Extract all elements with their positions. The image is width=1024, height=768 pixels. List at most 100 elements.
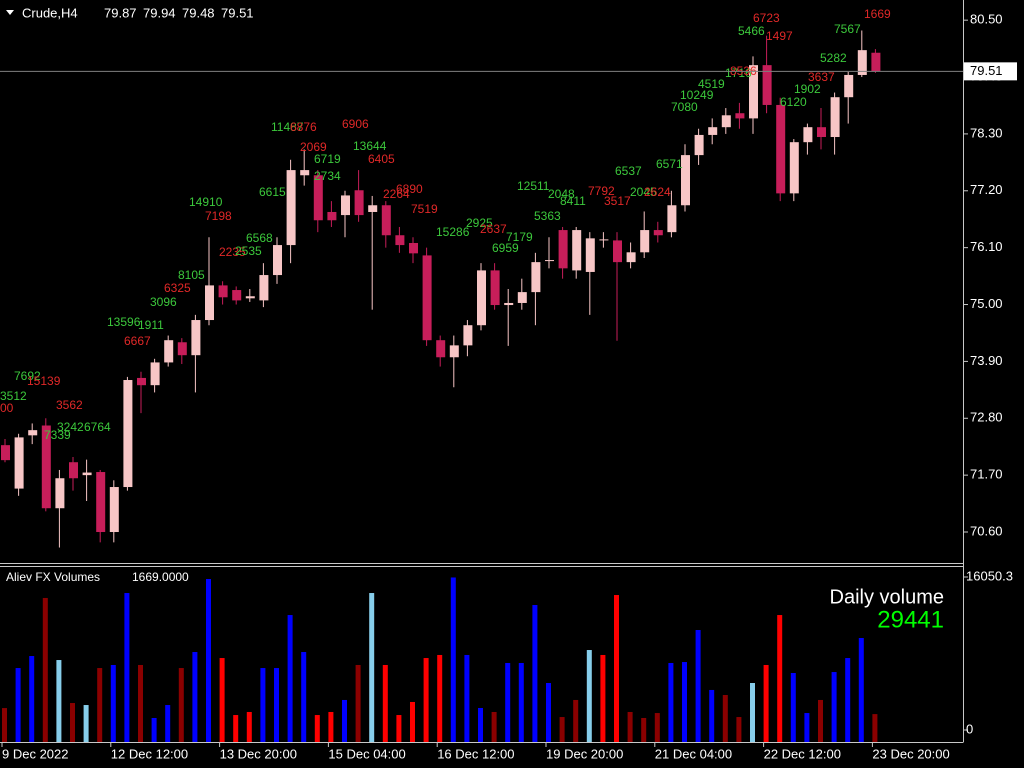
volume-annotation: 7179	[506, 230, 533, 244]
candle-body	[545, 260, 554, 262]
x-tick-label: 22 Dec 12:00	[764, 746, 841, 761]
volume-annotation: 5282	[820, 51, 847, 65]
x-tick-label: 23 Dec 20:00	[872, 746, 949, 761]
x-tick-label: 13 Dec 20:00	[220, 746, 297, 761]
candle-body	[640, 230, 650, 253]
volume-annotation: 6120	[780, 95, 807, 109]
volume-bar	[314, 715, 320, 742]
volume-annotation: 7519	[411, 202, 438, 216]
candle-body	[259, 275, 269, 301]
volume-annotation: 7792	[588, 184, 615, 198]
candle-body	[830, 97, 840, 138]
volume-bar	[396, 715, 402, 742]
volume-annotation: 1716	[725, 66, 752, 80]
volume-bar	[872, 714, 878, 742]
volume-annotation: 3096	[150, 295, 177, 309]
volume-bar	[600, 654, 606, 742]
volume-annotation: 6571	[656, 157, 683, 171]
candle-body	[857, 50, 867, 75]
volume-bar	[328, 711, 334, 742]
candle-body	[96, 472, 106, 533]
volume-bar	[464, 654, 470, 742]
candle-body	[776, 104, 786, 194]
volume-annotation: 6568	[246, 231, 273, 245]
volume-annotation: 8411	[560, 194, 586, 208]
y-tick-label: 16050.3	[966, 568, 1013, 583]
candle-body	[150, 362, 160, 386]
volume-annotation: 10249	[680, 88, 714, 102]
volume-bar	[532, 605, 538, 742]
volume-annotation: 3242	[57, 420, 84, 434]
volume-annotation: 2264	[383, 187, 410, 201]
volume-annotation: 6325	[164, 281, 191, 295]
y-tick-label: 75.00	[970, 296, 1003, 311]
volume-bar	[559, 717, 565, 742]
volume-bar	[491, 711, 497, 742]
x-tick-label: 15 Dec 04:00	[328, 746, 405, 761]
volume-bar	[654, 713, 660, 742]
volume-annotation: 2925	[466, 216, 493, 230]
candle-body	[449, 345, 459, 358]
candle-body	[14, 437, 24, 489]
candle-body	[273, 245, 282, 276]
candle-body	[395, 235, 405, 246]
volume-annotation: 2235	[219, 245, 246, 259]
candle-body	[694, 134, 704, 156]
candle-body	[463, 325, 473, 346]
y-tick-label: 70.60	[970, 523, 1003, 538]
volume-annotation: 6615	[259, 185, 286, 199]
candle-body	[409, 242, 418, 254]
volume-annotation: 7198	[205, 209, 232, 223]
volume-bar	[110, 664, 116, 742]
candle-body	[667, 205, 677, 233]
volume-bar	[410, 701, 415, 742]
current-price-label: 79.51	[970, 63, 1003, 78]
candle-body	[490, 270, 500, 306]
candle-body	[82, 472, 92, 476]
candle-body	[626, 252, 636, 263]
candle-body	[232, 290, 242, 301]
candle-body	[368, 205, 378, 212]
x-tick-label: 16 Dec 12:00	[437, 746, 514, 761]
volume-bar	[437, 654, 443, 742]
volume-annotation: 2048	[548, 187, 575, 201]
volume-annotation: 1669	[864, 7, 891, 21]
candle-body	[708, 127, 718, 135]
volume-bar	[858, 638, 864, 742]
candle-body	[599, 239, 609, 241]
volume-bar	[641, 717, 647, 742]
candle-body	[585, 238, 595, 272]
volume-bar	[614, 595, 619, 742]
volume-annotation: 1497	[766, 29, 793, 43]
candle-body	[177, 342, 187, 356]
candle-body	[41, 425, 51, 509]
candle-body	[749, 65, 758, 119]
current-price-box	[964, 62, 1017, 81]
menu-arrow[interactable]	[6, 10, 14, 15]
y-tick-label: 76.10	[970, 239, 1003, 254]
volume-bar	[178, 668, 184, 742]
candle-body	[381, 205, 391, 236]
volume-annotation: 3637	[808, 70, 835, 84]
volume-annotation: 3517	[604, 194, 631, 208]
volume-bar	[804, 713, 810, 742]
volume-bar	[124, 593, 130, 742]
x-tick-label: 12 Dec 12:00	[111, 746, 188, 761]
volume-bar	[219, 658, 225, 742]
volume-annotation: 8105	[178, 268, 205, 282]
volume-annotation: 6723	[753, 11, 780, 25]
volume-annotation: 3562	[56, 398, 83, 412]
volume-annotation: 13644	[353, 139, 387, 153]
candle-body	[517, 292, 527, 303]
volume-bar	[722, 695, 728, 742]
volume-bar	[206, 579, 211, 742]
volume-bar	[573, 699, 579, 742]
candle-body	[313, 175, 323, 221]
candle-body	[137, 377, 146, 386]
y-tick-label: 78.30	[970, 125, 1003, 140]
symbol-title: Crude,H4	[22, 5, 78, 20]
volume-bar	[736, 717, 742, 742]
candle-body	[531, 262, 541, 293]
y-tick-label: 80.50	[970, 12, 1003, 27]
